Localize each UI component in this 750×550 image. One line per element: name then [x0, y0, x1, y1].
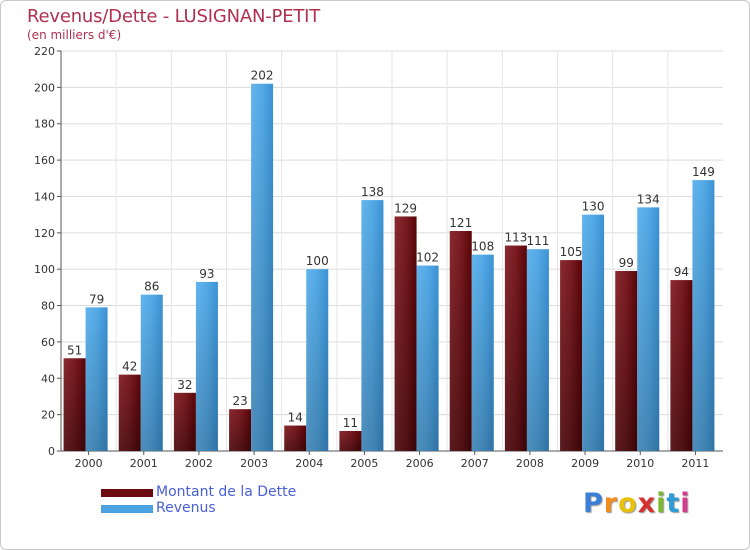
- logo-letter: i: [656, 488, 667, 519]
- y-tick-label: 100: [34, 263, 55, 276]
- y-tick-labels: 0 20 40 60 80 100 120 140 160 180 200 220: [34, 45, 55, 458]
- bar-dette-shade: [394, 216, 417, 451]
- legend-swatch-revenus: [101, 505, 153, 513]
- data-label-revenus: 86: [144, 280, 159, 294]
- y-tick-label: 20: [41, 409, 55, 422]
- bar-dette-shade: [449, 231, 472, 451]
- data-label-revenus: 202: [251, 69, 274, 83]
- data-label-dette: 11: [343, 416, 358, 430]
- data-label-dette: 121: [449, 216, 472, 230]
- bar-revenus-shade: [140, 294, 163, 451]
- data-label-revenus: 130: [582, 200, 605, 214]
- bars: [63, 83, 715, 452]
- data-label-revenus: 134: [637, 192, 660, 206]
- x-tick-label: 2006: [406, 457, 434, 470]
- bar-dette-shade: [670, 280, 693, 451]
- bar-dette-shade: [173, 392, 196, 451]
- bar-revenus-shade: [471, 254, 494, 451]
- logo-letter: t: [666, 488, 681, 519]
- data-label-dette: 129: [394, 201, 417, 215]
- bar-revenus-shade: [637, 207, 660, 451]
- data-label-revenus: 108: [471, 240, 494, 254]
- bar-revenus-shade: [692, 180, 715, 451]
- x-tick-label: 2009: [571, 457, 599, 470]
- y-tick-label: 140: [34, 190, 55, 203]
- legend-label-revenus: Revenus: [156, 500, 216, 516]
- data-label-revenus: 111: [526, 234, 549, 248]
- bar-dette-shade: [229, 409, 252, 451]
- bar-dette-shade: [615, 271, 638, 451]
- bar-dette-shade: [504, 245, 527, 451]
- bar-dette-shade: [560, 260, 583, 451]
- x-tick-label: 2003: [240, 457, 268, 470]
- y-tick-label: 120: [34, 227, 55, 240]
- x-tick-label: 2005: [350, 457, 378, 470]
- x-tick-label: 2010: [626, 457, 654, 470]
- y-tick-label: 0: [48, 445, 55, 458]
- data-label-dette: 94: [674, 265, 689, 279]
- data-label-revenus: 138: [361, 185, 384, 199]
- y-tick-label: 160: [34, 154, 55, 167]
- data-label-revenus: 100: [306, 254, 329, 268]
- bar-dette-shade: [63, 358, 86, 451]
- data-label-revenus: 79: [89, 292, 104, 306]
- bar-dette-shade: [339, 431, 362, 451]
- legend-swatch-dette: [101, 489, 153, 497]
- grid-lines: [61, 50, 723, 451]
- x-tick-label: 2004: [295, 457, 323, 470]
- bar-revenus-shade: [306, 269, 329, 451]
- logo-letter: r: [603, 488, 619, 519]
- y-tick-label: 60: [41, 336, 55, 349]
- logo-letter: o: [618, 488, 638, 519]
- bar-revenus-shade: [85, 307, 108, 451]
- x-tick-label: 2002: [185, 457, 213, 470]
- bar-revenus-shade: [195, 281, 218, 451]
- y-tick-label: 40: [41, 372, 55, 385]
- x-tick-label: 2008: [516, 457, 544, 470]
- bar-revenus-shade: [416, 265, 439, 451]
- logo-letter: P: [583, 488, 604, 519]
- bar-dette-shade: [284, 425, 307, 451]
- chart-subtitle: (en milliers d'€): [27, 28, 122, 42]
- y-tick-label: 200: [34, 81, 55, 94]
- y-tick-label: 180: [34, 118, 55, 131]
- proxiti-logo: Proxiti: [583, 488, 691, 519]
- data-label-dette: 51: [67, 343, 82, 357]
- bar-revenus-shade: [251, 83, 274, 452]
- data-label-revenus: 93: [199, 267, 214, 281]
- bar-revenus-shade: [526, 249, 549, 451]
- x-tick-label: 2000: [75, 457, 103, 470]
- bar-revenus-shade: [582, 214, 605, 451]
- chart-title: Revenus/Dette - LUSIGNAN-PETIT: [27, 6, 321, 27]
- x-tick-label: 2001: [130, 457, 158, 470]
- logo-letter: i: [680, 488, 691, 519]
- data-labels: 51 79 42 86 32 93 23 202 14 100 11 138 129 102 121 108 1…: [67, 69, 715, 430]
- legend-label-dette: Montant de la Dette: [156, 484, 297, 500]
- data-label-revenus: 102: [416, 251, 439, 265]
- x-tick-label: 2007: [461, 457, 489, 470]
- data-label-dette: 23: [232, 394, 247, 408]
- y-tick-label: 220: [34, 45, 55, 58]
- y-tick-label: 80: [41, 300, 55, 313]
- logo-letter: x: [637, 488, 657, 519]
- data-label-dette: 42: [122, 360, 137, 374]
- bar-revenus-shade: [361, 200, 384, 451]
- x-tick-label: 2011: [681, 457, 709, 470]
- data-label-dette: 14: [288, 411, 303, 425]
- data-label-dette: 32: [177, 378, 192, 392]
- data-label-dette: 99: [619, 256, 634, 270]
- data-label-dette: 113: [504, 231, 527, 245]
- axes: [57, 50, 723, 455]
- x-tick-labels: 2000 2001 2002 2003 2004 2005 2006 2007 2008 2009…: [75, 457, 710, 470]
- data-label-revenus: 149: [692, 165, 715, 179]
- bar-dette-shade: [118, 374, 141, 451]
- data-label-dette: 105: [560, 245, 583, 259]
